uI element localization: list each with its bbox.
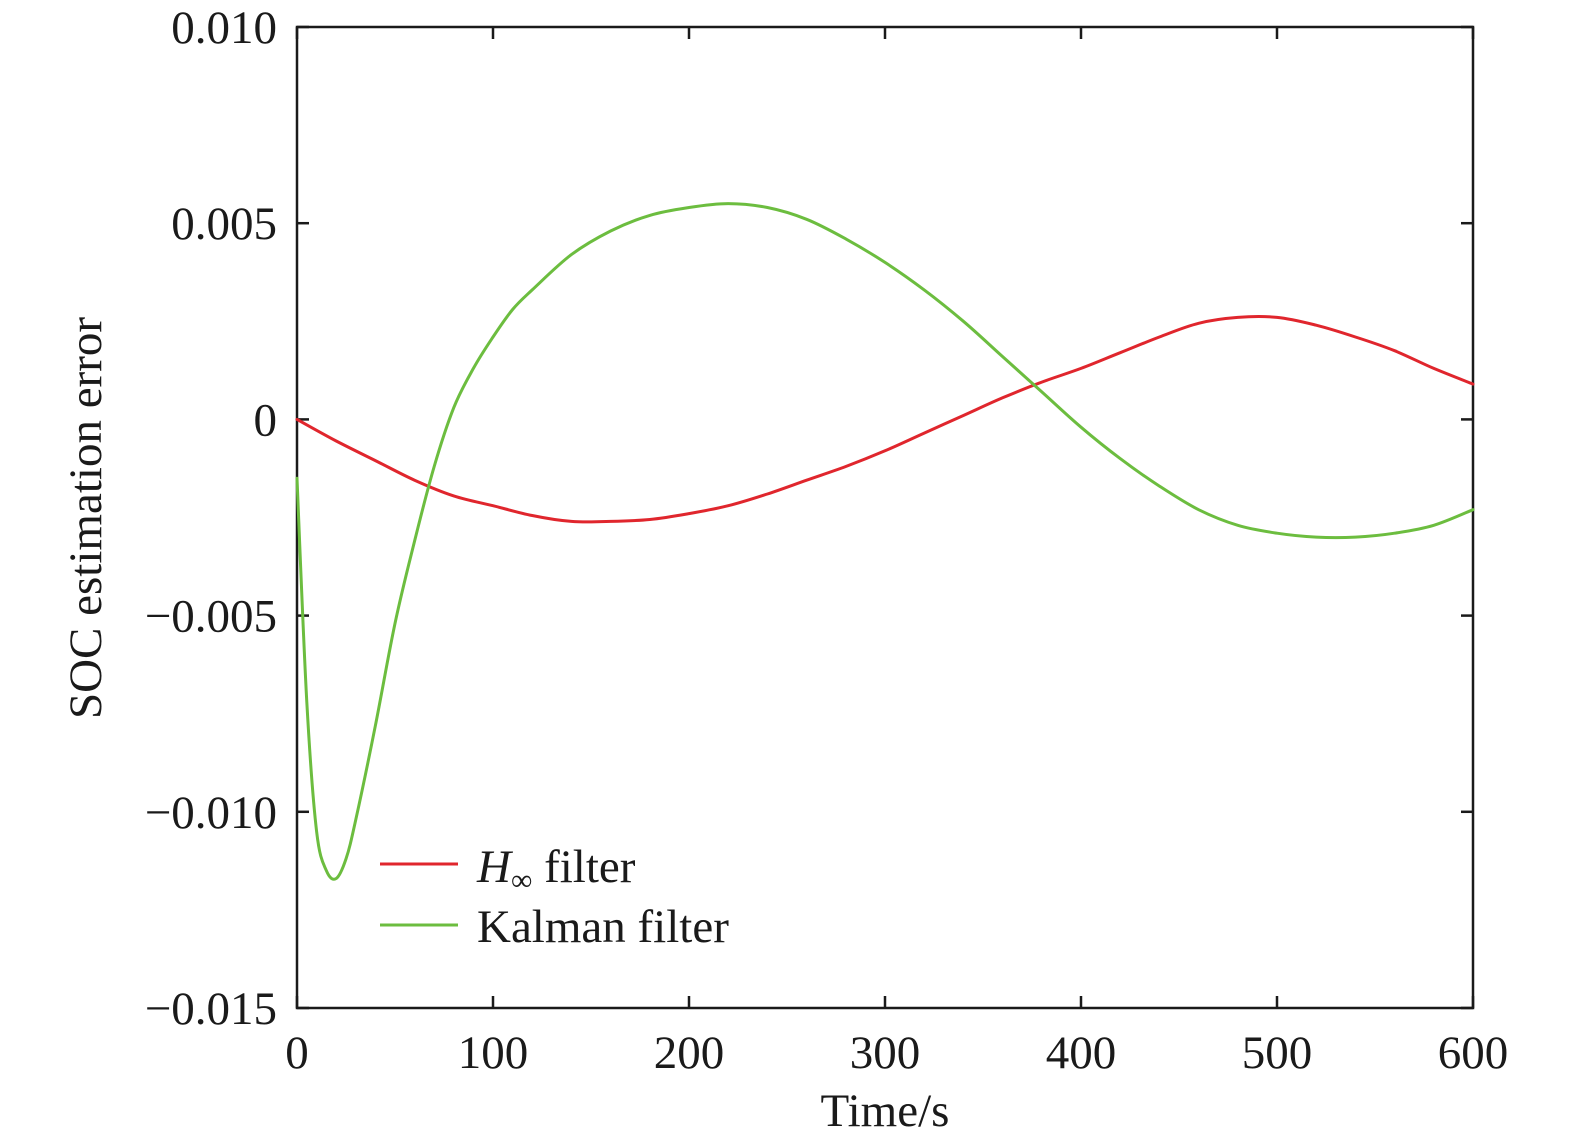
plot-frame [295,25,1475,1010]
y-tick-label: −0.005 [145,591,277,643]
y-axis-title: SOC estimation error [60,317,112,719]
legend: H∞ filter Kalman filter [380,841,729,953]
y-tick-label: 0 [254,394,278,446]
x-tick-label: 200 [654,1027,725,1079]
x-tick-label: 100 [458,1027,529,1079]
x-tick-label: 300 [850,1027,921,1079]
axis-ticks [295,25,1475,1010]
legend-label-h-main: H [476,841,514,893]
legend-label-h-subscript: ∞ [511,864,532,897]
legend-label-h-infinity: H∞ filter [476,841,636,897]
x-axis-title: Time/s [821,1085,950,1137]
y-tick-label: 0.010 [171,2,277,54]
x-tick-label: 400 [1046,1027,1117,1079]
y-tick-label: −0.015 [145,983,277,1035]
x-tick-label: 0 [285,1027,309,1079]
x-tick-label: 600 [1438,1027,1509,1079]
y-tick-labels: 0.010 0.005 0 −0.005 −0.010 −0.015 [145,2,277,1035]
legend-label-h-rest: filter [532,841,635,893]
y-tick-label: −0.010 [145,787,277,839]
x-tick-label: 500 [1242,1027,1313,1079]
series-line-h-infinity [295,315,1475,524]
y-tick-label: 0.005 [171,198,277,250]
x-tick-labels: 0 100 200 300 400 500 600 [285,1027,1508,1079]
legend-label-kalman: Kalman filter [477,901,729,953]
series-layer [295,202,1475,881]
series-line-kalman [295,202,1475,881]
